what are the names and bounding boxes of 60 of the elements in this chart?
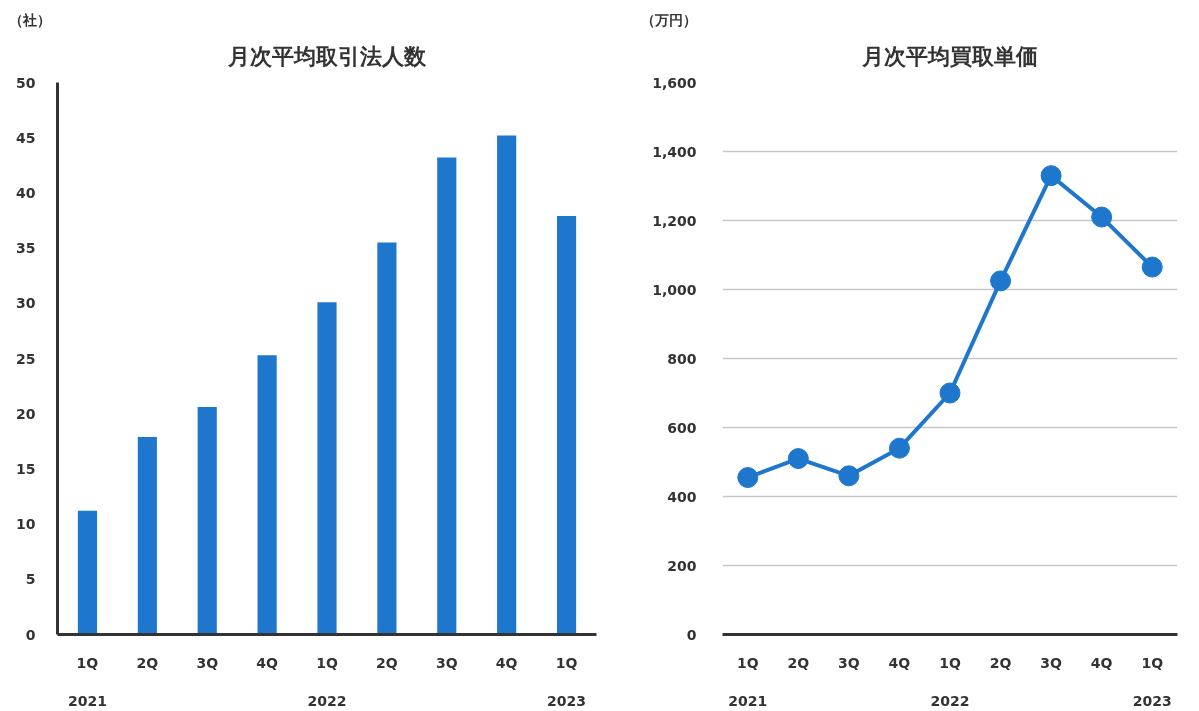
y-tick-label: 1,400 xyxy=(652,143,697,160)
point xyxy=(737,467,759,489)
x-tick-label: 3Q xyxy=(196,654,219,671)
x-tick-label: 4Q xyxy=(256,654,279,671)
bar xyxy=(197,407,217,635)
point xyxy=(939,382,961,404)
point xyxy=(888,437,910,459)
y-tick-label: 1,000 xyxy=(652,281,697,298)
x-tick-label: 2Q xyxy=(989,654,1012,671)
category-label: 1Q 2022 xyxy=(307,654,347,709)
y-tick-label: 5 xyxy=(25,571,36,588)
bar xyxy=(317,302,337,635)
y-tick-label: 50 xyxy=(16,74,36,91)
point xyxy=(787,448,809,470)
y-tick-label: 30 xyxy=(16,295,36,312)
y-tick-label: 1,200 xyxy=(652,212,697,229)
y-tick-label: 200 xyxy=(667,557,697,574)
x-tick-label: 3Q xyxy=(1040,654,1063,671)
bar xyxy=(497,135,517,635)
y-tick-label: 400 xyxy=(667,488,697,505)
point xyxy=(838,465,860,487)
bar xyxy=(437,157,457,635)
y-axis-title: （社） xyxy=(8,11,51,28)
y-tick-label: 1,600 xyxy=(652,74,697,91)
y-tick-label: 35 xyxy=(16,240,36,257)
y-axis-title: （万円） xyxy=(640,11,697,28)
y-tick-label: 40 xyxy=(16,184,36,201)
x-tick-label: 4Q xyxy=(888,654,911,671)
y-tick-label: 10 xyxy=(16,516,36,533)
bar xyxy=(137,436,157,635)
x-tick-label: 4Q xyxy=(1090,654,1113,671)
x-tick-label: 2Q xyxy=(787,654,810,671)
point xyxy=(1091,206,1113,228)
x-tick-label: 2Q xyxy=(136,654,159,671)
bar xyxy=(77,510,98,635)
y-tick-label: 45 xyxy=(16,129,36,146)
category-label: 1Q 2021 xyxy=(728,654,768,709)
category-label: 1Q 2023 xyxy=(1132,654,1172,709)
category-label: 1Q 2023 xyxy=(547,654,587,709)
y-tick-label: 15 xyxy=(16,460,36,477)
x-tick-label: 2Q xyxy=(376,654,398,671)
chart-title: 月次平均取引法人数 xyxy=(227,43,427,69)
x-tick-label: 3Q xyxy=(838,654,860,671)
chart-title: 月次平均買取単価 xyxy=(861,43,1038,69)
point xyxy=(990,270,1012,292)
bar xyxy=(556,216,577,635)
point xyxy=(1141,256,1163,278)
bar xyxy=(257,355,277,635)
category-label: 1Q 2022 xyxy=(930,654,970,709)
y-tick-label: 0 xyxy=(686,626,697,643)
point xyxy=(1040,165,1062,187)
bar xyxy=(377,242,397,635)
x-tick-label: 3Q xyxy=(435,654,458,671)
y-tick-label: 800 xyxy=(667,350,697,367)
category-label: 1Q 2021 xyxy=(67,654,107,709)
y-tick-label: 600 xyxy=(667,419,697,436)
x-tick-label: 4Q xyxy=(495,654,518,671)
y-tick-label: 25 xyxy=(16,350,36,367)
y-tick-label: 0 xyxy=(25,626,36,643)
y-tick-label: 20 xyxy=(16,405,36,422)
